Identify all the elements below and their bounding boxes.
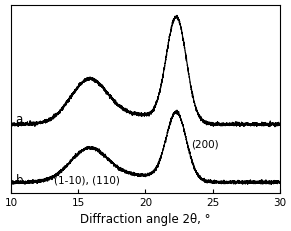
Text: b: b [15,173,23,186]
Text: (200): (200) [191,140,219,149]
Text: a: a [15,112,23,125]
Text: (1-10), (110): (1-10), (110) [54,175,120,185]
X-axis label: Diffraction angle 2θ, °: Diffraction angle 2θ, ° [80,213,211,226]
